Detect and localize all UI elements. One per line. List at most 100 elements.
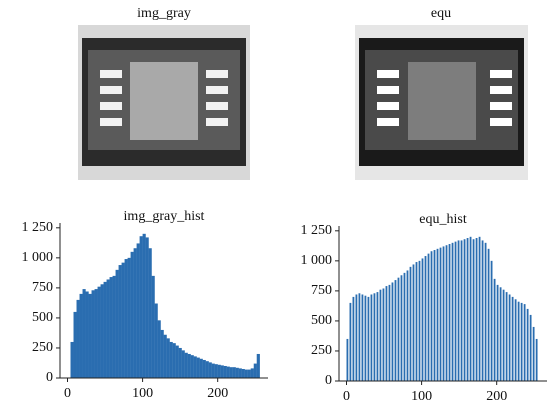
histogram-bar bbox=[529, 314, 532, 381]
histogram-bar bbox=[100, 284, 104, 378]
histogram-bar bbox=[70, 341, 74, 378]
histogram-bar bbox=[409, 266, 412, 381]
histogram-bar bbox=[454, 241, 457, 381]
histogram-bar bbox=[172, 343, 176, 378]
y-tick-label: 1 000 bbox=[22, 250, 54, 265]
chart-title: img_gray_hist bbox=[124, 209, 205, 224]
histogram-bar bbox=[76, 299, 80, 378]
histogram-bar bbox=[193, 356, 197, 378]
histogram-bar bbox=[166, 338, 170, 378]
histogram-bar bbox=[220, 365, 224, 378]
chart-title: equ_hist bbox=[419, 212, 467, 227]
x-tick-label: 100 bbox=[132, 386, 153, 401]
histogram-bar bbox=[178, 347, 182, 378]
histogram-bar bbox=[472, 239, 475, 381]
histogram-bar bbox=[256, 353, 260, 378]
histogram-bar bbox=[217, 364, 221, 378]
histogram-bar bbox=[481, 240, 484, 381]
histogram-bar bbox=[187, 353, 191, 378]
histogram-bar bbox=[379, 289, 382, 381]
histogram-bar bbox=[415, 262, 418, 381]
histogram-bar bbox=[496, 284, 499, 381]
histogram-bar bbox=[391, 282, 394, 381]
histogram-bar bbox=[499, 287, 502, 381]
histogram-bar bbox=[145, 237, 149, 378]
histogram-bar bbox=[91, 290, 95, 378]
histogram-bar bbox=[433, 250, 436, 381]
histogram-bar bbox=[133, 248, 137, 378]
histogram-bar bbox=[430, 251, 433, 381]
histogram-bar bbox=[202, 359, 206, 378]
x-tick-label: 200 bbox=[207, 386, 228, 401]
histogram-bar bbox=[448, 244, 451, 381]
histogram-bar bbox=[508, 294, 511, 381]
histogram-bar bbox=[367, 296, 370, 381]
histogram-bar bbox=[73, 311, 77, 378]
histogram-bar bbox=[157, 320, 161, 378]
y-tick-label: 1 250 bbox=[301, 223, 333, 238]
histogram-bar bbox=[373, 293, 376, 381]
histogram-bar bbox=[514, 299, 517, 381]
histogram-bar bbox=[109, 277, 113, 378]
histogram-bar bbox=[226, 366, 230, 378]
y-tick-label: 1 000 bbox=[301, 253, 333, 268]
x-tick-label: 200 bbox=[486, 389, 507, 404]
histogram-bar bbox=[439, 247, 442, 381]
histogram-bar bbox=[487, 248, 490, 381]
histogram-bar bbox=[88, 293, 92, 378]
histogram-bar bbox=[223, 365, 227, 378]
histogram-bar bbox=[400, 275, 403, 381]
histogram-bar bbox=[520, 302, 523, 381]
histogram-bar bbox=[124, 259, 128, 378]
histogram-bar bbox=[241, 368, 245, 378]
histogram-bar bbox=[94, 289, 98, 378]
histogram-bar bbox=[361, 294, 364, 381]
histogram-bar bbox=[517, 301, 520, 381]
y-tick-label: 250 bbox=[32, 340, 53, 355]
histogram-bar bbox=[208, 362, 212, 378]
histogram-bar bbox=[385, 286, 388, 381]
histogram-bar bbox=[427, 253, 430, 381]
histogram-bar bbox=[349, 302, 352, 381]
image-equ bbox=[355, 25, 528, 180]
histogram-bar bbox=[451, 242, 454, 381]
histogram-bar bbox=[136, 243, 140, 378]
histogram-bar bbox=[526, 308, 529, 381]
histogram-bar bbox=[505, 292, 508, 381]
x-tick-label: 0 bbox=[64, 386, 71, 401]
histogram-bar bbox=[475, 238, 478, 381]
histogram-bar bbox=[442, 246, 445, 381]
histogram-bar bbox=[355, 294, 358, 381]
histogram-bar bbox=[424, 256, 427, 381]
histogram-bar bbox=[160, 329, 164, 378]
histogram-bar bbox=[112, 275, 116, 378]
histogram-bar bbox=[397, 277, 400, 381]
histogram-bar bbox=[121, 262, 125, 378]
histogram-bar bbox=[79, 293, 83, 378]
histogram-bar bbox=[205, 361, 209, 378]
histogram-bar bbox=[532, 326, 535, 381]
histogram-bar bbox=[250, 368, 254, 378]
histogram-bar bbox=[175, 345, 179, 378]
histogram-bar bbox=[490, 260, 493, 381]
histogram-bar bbox=[445, 245, 448, 381]
histogram-bar bbox=[418, 260, 421, 381]
y-tick-label: 500 bbox=[32, 310, 53, 325]
histogram-bar bbox=[115, 269, 119, 378]
histogram-bar bbox=[403, 272, 406, 381]
histogram-bar bbox=[478, 236, 481, 381]
histogram-bar bbox=[103, 281, 107, 378]
histogram-bar bbox=[358, 293, 361, 381]
histogram-bar bbox=[118, 265, 122, 378]
histogram-bar bbox=[142, 233, 146, 378]
histogram-bar bbox=[253, 363, 257, 378]
histogram-bar bbox=[244, 369, 248, 378]
histogram-bar bbox=[154, 303, 158, 378]
histogram-bar bbox=[394, 280, 397, 381]
histogram-bar bbox=[106, 279, 110, 378]
histogram-bar bbox=[97, 286, 101, 378]
histogram-bar bbox=[346, 338, 349, 381]
y-tick-label: 250 bbox=[311, 343, 332, 358]
histogram-bar bbox=[523, 304, 526, 381]
